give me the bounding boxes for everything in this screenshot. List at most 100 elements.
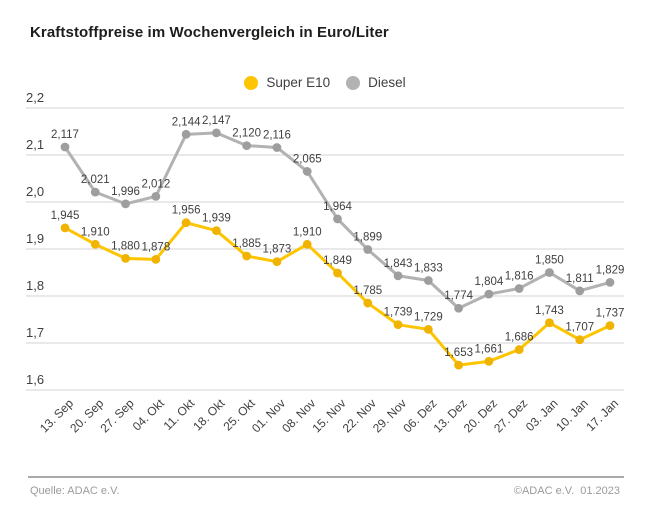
data-point-diesel <box>121 199 130 209</box>
y-tick-label: 2,0 <box>26 184 44 199</box>
x-tick-label: 04. Okt <box>130 396 168 434</box>
data-point-diesel <box>454 303 464 313</box>
y-tick-label: 1,7 <box>26 325 44 340</box>
x-tick-label: 17. Jan <box>583 396 621 434</box>
data-point-super-e10 <box>393 320 403 330</box>
data-point-label-super-e10: 1,910 <box>81 226 110 238</box>
data-point-label-diesel: 2,120 <box>232 128 261 140</box>
data-point-label-diesel: 2,144 <box>172 116 201 128</box>
data-point-super-e10 <box>605 321 615 331</box>
data-point-diesel <box>90 187 100 197</box>
data-point-diesel <box>575 286 585 296</box>
data-point-diesel <box>272 143 282 152</box>
data-point-label-super-e10: 1,653 <box>444 347 473 359</box>
data-point-diesel <box>333 214 342 224</box>
data-point-diesel <box>242 141 252 151</box>
data-point-super-e10 <box>333 268 342 278</box>
data-point-super-e10 <box>272 257 282 267</box>
footer-source: Quelle: ADAC e.V. <box>30 485 120 497</box>
data-point-super-e10 <box>151 254 161 264</box>
data-point-super-e10 <box>90 239 100 249</box>
data-point-label-diesel: 1,774 <box>444 290 473 302</box>
data-point-diesel <box>545 268 554 277</box>
legend-dot-diesel-icon <box>346 75 361 90</box>
data-point-diesel <box>514 284 524 293</box>
y-tick-label: 1,9 <box>26 231 44 246</box>
data-point-super-e10 <box>454 360 464 370</box>
data-point-super-e10 <box>514 345 524 354</box>
page-title: Kraftstoffpreise im Wochenvergleich in E… <box>30 24 389 41</box>
chart-legend: Super E10 Diesel <box>0 75 650 90</box>
data-point-label-super-e10: 1,686 <box>505 332 534 344</box>
legend-item-super-e10: Super E10 <box>244 75 330 90</box>
data-point-super-e10 <box>181 218 191 228</box>
data-point-label-super-e10: 1,878 <box>141 241 170 253</box>
data-point-diesel <box>181 129 191 139</box>
data-point-label-diesel: 1,899 <box>353 231 382 243</box>
data-point-super-e10 <box>423 324 433 334</box>
legend-label-super-e10: Super E10 <box>266 75 331 90</box>
footer-copyright: ©ADAC e.V. 01.2023 <box>513 485 620 497</box>
data-point-diesel <box>423 276 433 285</box>
data-point-label-super-e10: 1,956 <box>172 205 201 217</box>
data-point-label-diesel: 1,850 <box>535 255 564 267</box>
data-point-super-e10 <box>363 298 373 308</box>
data-point-diesel <box>363 245 373 254</box>
data-point-diesel <box>605 277 615 287</box>
x-tick-label: 11. Okt <box>161 396 198 433</box>
data-point-label-super-e10: 1,707 <box>565 322 594 334</box>
data-point-super-e10 <box>484 356 494 366</box>
data-point-diesel <box>151 191 161 201</box>
data-point-diesel <box>60 142 70 152</box>
data-point-label-super-e10: 1,661 <box>474 343 503 355</box>
data-point-super-e10 <box>121 254 130 263</box>
data-point-label-super-e10: 1,849 <box>323 255 352 267</box>
data-point-label-diesel: 2,021 <box>81 174 110 186</box>
data-point-super-e10 <box>60 223 70 233</box>
data-point-label-super-e10: 1,939 <box>202 213 231 225</box>
x-tick-label: 03. Jan <box>523 396 561 434</box>
data-point-super-e10 <box>302 239 312 249</box>
data-point-super-e10 <box>545 318 554 328</box>
data-point-label-diesel: 2,147 <box>202 115 231 127</box>
data-point-diesel <box>393 271 403 281</box>
legend-dot-super-e10-icon <box>244 75 259 90</box>
data-point-label-diesel: 1,816 <box>505 270 534 282</box>
x-tick-label: 27. Dez <box>491 396 530 435</box>
data-point-label-super-e10: 1,873 <box>263 244 292 256</box>
data-point-super-e10 <box>211 226 221 236</box>
y-tick-label: 1,6 <box>26 372 44 387</box>
data-point-label-diesel: 1,811 <box>566 273 594 285</box>
data-point-label-diesel: 1,996 <box>111 186 140 198</box>
y-tick-label: 2,1 <box>26 137 44 152</box>
y-tick-label: 1,8 <box>26 278 44 293</box>
data-point-label-super-e10: 1,785 <box>353 285 382 297</box>
data-point-label-super-e10: 1,880 <box>111 240 140 252</box>
data-point-label-diesel: 2,065 <box>293 153 322 165</box>
data-point-label-diesel: 1,829 <box>596 264 625 276</box>
data-point-label-diesel: 1,964 <box>323 201 352 213</box>
data-point-diesel <box>484 289 494 299</box>
data-point-label-super-e10: 1,945 <box>51 210 80 222</box>
data-point-label-super-e10: 1,885 <box>232 238 261 250</box>
data-point-label-diesel: 1,843 <box>384 258 413 270</box>
data-point-label-diesel: 2,117 <box>51 129 79 141</box>
data-point-diesel <box>211 128 221 138</box>
data-point-super-e10 <box>242 251 252 261</box>
data-point-label-super-e10: 1,743 <box>535 305 564 317</box>
legend-item-diesel: Diesel <box>346 75 406 90</box>
data-point-diesel <box>302 167 312 176</box>
data-point-label-diesel: 2,116 <box>263 129 291 141</box>
data-point-label-diesel: 1,833 <box>414 262 443 274</box>
data-point-label-super-e10: 1,739 <box>384 307 413 319</box>
data-point-label-diesel: 1,804 <box>474 276 503 288</box>
x-tick-label: 10. Jan <box>553 396 591 434</box>
data-point-label-diesel: 2,012 <box>141 178 170 190</box>
x-tick-label: 18. Okt <box>190 396 228 434</box>
footer-divider <box>28 476 624 478</box>
x-tick-label: 27. Sep <box>98 396 137 435</box>
data-point-label-super-e10: 1,910 <box>293 226 322 238</box>
y-tick-label: 2,2 <box>26 90 44 105</box>
